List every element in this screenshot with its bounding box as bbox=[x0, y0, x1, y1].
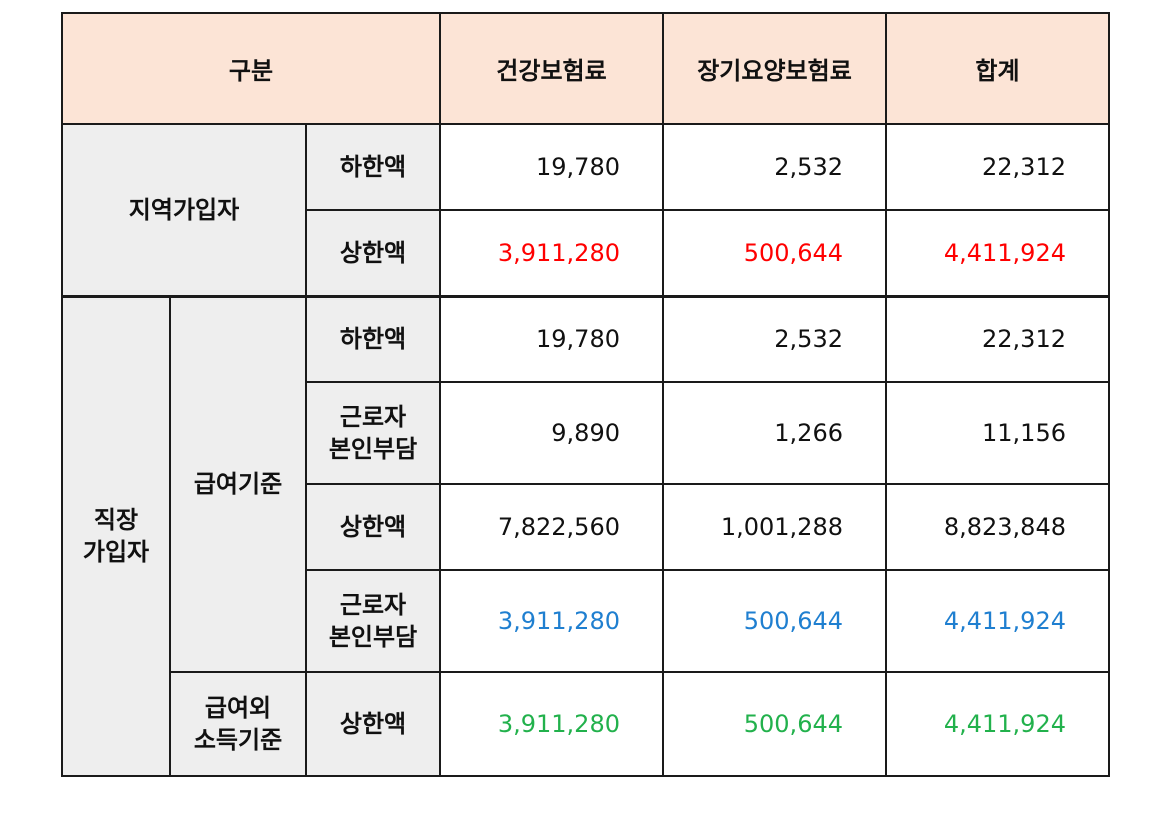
total-cell: 4,411,924 bbox=[885, 209, 1110, 297]
longterm-cell: 2,532 bbox=[662, 294, 887, 383]
row-label: 상한액 bbox=[305, 209, 441, 297]
health-cell: 3,911,280 bbox=[439, 209, 664, 297]
header-category: 구분 bbox=[61, 12, 441, 125]
longterm-cell: 2,532 bbox=[662, 123, 887, 211]
longterm-cell: 1,266 bbox=[662, 381, 887, 485]
longterm-cell: 500,644 bbox=[662, 209, 887, 297]
table-row: 지역가입자 하한액 19,780 2,532 22,312 bbox=[61, 123, 1110, 297]
table-row: 상한액 7,822,560 1,001,288 8,823,848 bbox=[62, 483, 1110, 571]
salary-basis-label: 급여기준 bbox=[169, 294, 307, 673]
health-cell: 3,911,280 bbox=[439, 569, 664, 673]
longterm-cell: 1,001,288 bbox=[662, 483, 887, 571]
health-cell: 3,911,280 bbox=[439, 671, 664, 777]
regional-group-label: 지역가입자 bbox=[61, 123, 307, 297]
total-cell: 11,156 bbox=[885, 381, 1110, 485]
total-cell: 8,823,848 bbox=[885, 483, 1110, 571]
row-label: 근로자 본인부담 bbox=[305, 381, 441, 485]
longterm-cell: 500,644 bbox=[662, 569, 887, 673]
header-longterm: 장기요양보험료 bbox=[662, 12, 887, 125]
row-label: 상한액 bbox=[305, 483, 441, 571]
header-health: 건강보험료 bbox=[439, 12, 664, 125]
total-cell: 4,411,924 bbox=[885, 569, 1110, 673]
longterm-cell: 500,644 bbox=[662, 671, 887, 777]
table-row: 근로자 본인부담 9,890 1,266 11,156 bbox=[62, 381, 1110, 485]
table-row: 직장 가입자 급여기준 하한액 19,780 2,532 22,312 bbox=[61, 294, 1110, 777]
premium-table-wrapper: 구분 건강보험료 장기요양보험료 합계 지역가입자 하한액 19,780 2,5… bbox=[61, 12, 1110, 777]
row-label: 상한액 bbox=[305, 671, 441, 777]
header-row: 구분 건강보험료 장기요양보험료 합계 bbox=[61, 12, 1110, 125]
table-row: 급여외 소득기준 상한액 3,911,280 500,644 4,411,924 bbox=[62, 671, 1110, 777]
premium-limit-table: 구분 건강보험료 장기요양보험료 합계 지역가입자 하한액 19,780 2,5… bbox=[61, 12, 1110, 777]
health-cell: 19,780 bbox=[439, 123, 664, 211]
table-row: 근로자 본인부담 3,911,280 500,644 4,411,924 bbox=[62, 569, 1110, 673]
row-label: 하한액 bbox=[305, 294, 441, 383]
health-cell: 9,890 bbox=[439, 381, 664, 485]
row-label: 하한액 bbox=[305, 123, 441, 211]
total-cell: 4,411,924 bbox=[885, 671, 1110, 777]
row-label: 근로자 본인부담 bbox=[305, 569, 441, 673]
health-cell: 19,780 bbox=[439, 294, 664, 383]
table-row: 상한액 3,911,280 500,644 4,411,924 bbox=[62, 209, 1110, 297]
header-total: 합계 bbox=[885, 12, 1110, 125]
workplace-group-label: 직장 가입자 bbox=[61, 294, 171, 777]
health-cell: 7,822,560 bbox=[439, 483, 664, 571]
other-income-basis-label: 급여외 소득기준 bbox=[169, 671, 307, 777]
total-cell: 22,312 bbox=[885, 294, 1110, 383]
total-cell: 22,312 bbox=[885, 123, 1110, 211]
